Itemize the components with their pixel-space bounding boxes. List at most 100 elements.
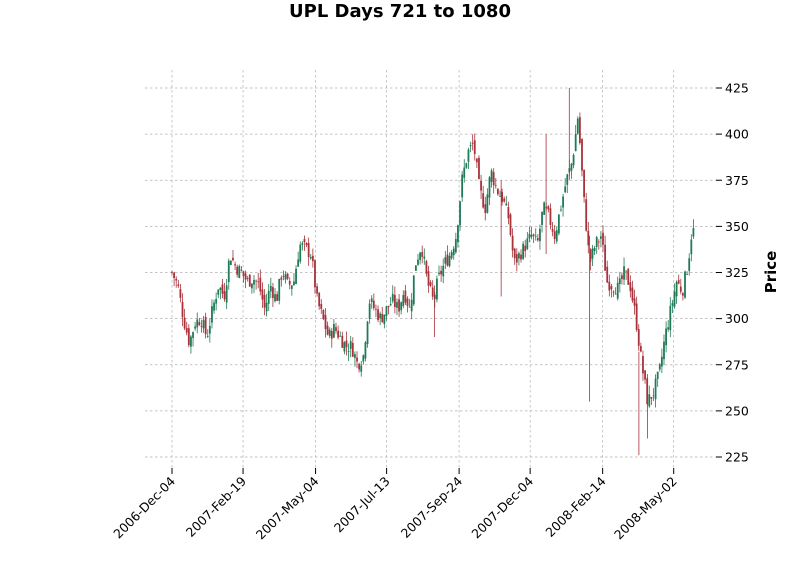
candle-body [175, 278, 178, 281]
candle-body [227, 260, 230, 283]
candle-body [436, 278, 438, 300]
candle-body [194, 326, 197, 329]
candle-body [457, 225, 459, 243]
candle-body [539, 228, 541, 242]
candle-body [673, 291, 676, 307]
candle-body [295, 268, 297, 285]
candle-body [389, 303, 392, 306]
candle-body [593, 247, 596, 252]
candle-body [269, 285, 272, 292]
candle-body [225, 285, 228, 303]
candle-body [448, 255, 451, 267]
candle-body [494, 185, 497, 186]
candle-body [511, 235, 514, 251]
candle-body [431, 287, 434, 297]
candle-body [682, 293, 684, 296]
candle-body [351, 342, 354, 357]
candle-body [574, 133, 577, 152]
candle-body [524, 245, 527, 252]
candle-body [667, 327, 670, 330]
candle-body [398, 299, 400, 312]
candle-body [583, 169, 585, 198]
y-tick-label: 300 [725, 311, 749, 326]
candle-body [240, 269, 243, 271]
candle-body [417, 259, 419, 265]
candle-body [621, 275, 623, 280]
candle-body [677, 280, 680, 284]
x-tick-label: 2007-Jul-13 [331, 474, 393, 536]
candle-body [402, 295, 405, 307]
candle-body [612, 291, 615, 293]
candle-body [553, 231, 556, 239]
candle-body [309, 256, 312, 259]
candle-body [534, 235, 537, 237]
candle-body [255, 280, 257, 282]
candle-body [419, 252, 421, 260]
grid-layer [145, 70, 716, 468]
candle-body [391, 293, 394, 302]
candle-body [475, 158, 478, 163]
candle-body [610, 286, 613, 290]
candle-body [204, 316, 207, 335]
candle-body [393, 294, 396, 308]
candle-body [642, 356, 644, 374]
candle-body [440, 270, 443, 275]
candle-body [505, 203, 508, 206]
candle-body [541, 211, 543, 225]
candle-body [488, 177, 491, 198]
candle-body [299, 244, 302, 262]
candle-body [248, 274, 251, 287]
candle-body [587, 230, 590, 246]
candle-body [381, 313, 384, 323]
candle-body [375, 308, 377, 310]
candle-body [684, 271, 686, 298]
candle-body [669, 305, 672, 331]
candle-body [379, 313, 382, 319]
candle-body [274, 294, 276, 302]
candle-body [173, 272, 176, 279]
candle-body [232, 257, 234, 261]
candle-body [200, 325, 203, 327]
candle-body [557, 214, 560, 234]
candle-body [347, 351, 350, 353]
candle-body [581, 138, 583, 171]
candle-body [202, 319, 205, 329]
candle-body [414, 265, 417, 271]
candle-body [656, 371, 659, 380]
candle-body [633, 298, 636, 306]
candle-body [326, 325, 329, 335]
candle-body [486, 194, 489, 213]
x-tick-label: 2008-May-02 [611, 474, 680, 543]
x-tick-label: 2008-Feb-14 [542, 473, 608, 539]
candle-body [208, 325, 211, 334]
candle-body [608, 281, 611, 291]
candle-body [362, 355, 365, 362]
candle-body [543, 202, 546, 215]
candle-body [530, 234, 533, 237]
candle-body [324, 314, 327, 329]
candle-body [585, 199, 588, 231]
candle-body [496, 188, 499, 195]
candle-body [370, 298, 373, 303]
candle-body [290, 285, 293, 289]
candle-body [625, 270, 628, 272]
candle-body [221, 284, 224, 294]
candle-body [305, 243, 308, 246]
candle-body [332, 324, 335, 338]
candle-body [396, 302, 398, 308]
candle-body [644, 370, 646, 380]
y-tick-label: 400 [725, 127, 749, 142]
candle-body [679, 286, 682, 292]
x-tick-label: 2007-Sep-24 [398, 473, 465, 540]
candle-body [463, 167, 466, 178]
candle-body [330, 330, 333, 339]
candle-body [623, 266, 625, 280]
candle-body [507, 207, 510, 219]
candle-body [280, 277, 283, 280]
candle-body [234, 264, 236, 266]
x-tick-label: 2006-Dec-04 [110, 473, 178, 541]
candle-body [311, 255, 314, 262]
candle-body [187, 328, 190, 346]
candle-body [547, 206, 550, 210]
